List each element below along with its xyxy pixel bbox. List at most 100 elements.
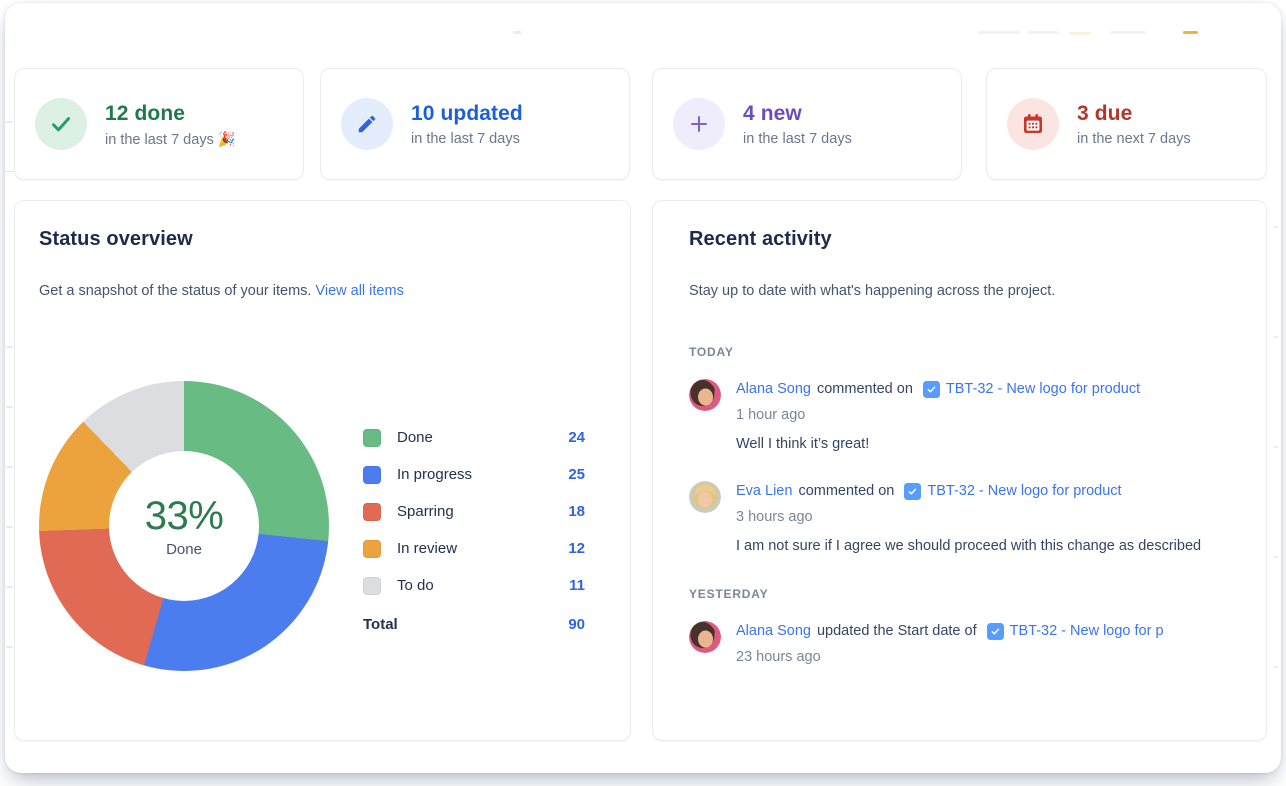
status-chart-row: 33% Done Done 24 In progress 25 Sparri bbox=[39, 381, 606, 671]
activity-time: 23 hours ago bbox=[736, 649, 821, 665]
app-window: 12 done in the last 7 days 🎉 10 updated … bbox=[5, 3, 1281, 773]
legend-row-sparring: Sparring 18 bbox=[363, 493, 585, 530]
legend-label: In progress bbox=[397, 466, 473, 483]
activity-body: Eva Lien commented on TBT-32 - New logo … bbox=[736, 481, 1230, 557]
stat-value: 10 updated bbox=[411, 102, 523, 125]
cropped-ui-fragment bbox=[1273, 666, 1278, 668]
legend-total-row: Total 90 bbox=[363, 606, 585, 633]
stat-value: 12 done bbox=[105, 101, 186, 125]
cropped-ui-fragment bbox=[1273, 446, 1278, 448]
legend-swatch bbox=[363, 539, 381, 558]
donut-chart: 33% Done bbox=[39, 381, 329, 671]
activity-line: Alana Song commented on TBT-32 - New log… bbox=[736, 379, 1230, 399]
total-value: 90 bbox=[568, 616, 585, 633]
legend-label: Done bbox=[397, 429, 433, 446]
legend-label: In review bbox=[397, 540, 458, 557]
cropped-ui-fragment bbox=[6, 646, 13, 648]
cropped-ui-fragment bbox=[6, 121, 13, 123]
cropped-ui-fragment bbox=[513, 31, 521, 34]
activity-body: Alana Song updated the Start date of TBT… bbox=[736, 621, 1230, 666]
avatar-eva-lien[interactable] bbox=[689, 481, 721, 513]
cropped-ui-fragment bbox=[1110, 31, 1146, 34]
issue-link[interactable]: TBT-32 - New logo for product bbox=[945, 381, 1141, 397]
task-type-icon bbox=[986, 622, 1004, 640]
legend-swatch bbox=[363, 576, 381, 595]
legend-value: 11 bbox=[569, 577, 585, 594]
donut-percent-label: 33% bbox=[144, 494, 224, 538]
activity-comment: Well I think it’s great! bbox=[736, 436, 870, 452]
legend-label: To do bbox=[397, 577, 434, 594]
recent-activity-description: Stay up to date with what's happening ac… bbox=[689, 283, 1056, 299]
donut-sublabel: Done bbox=[166, 541, 202, 558]
legend-swatch bbox=[363, 502, 381, 521]
summary-stats-row: 12 done in the last 7 days 🎉 10 updated … bbox=[5, 68, 1281, 180]
cropped-ui-fragment bbox=[6, 526, 13, 528]
legend-row-to-do: To do 11 bbox=[363, 567, 585, 604]
legend-swatch bbox=[363, 428, 381, 447]
status-overview-card: Status overview Get a snapshot of the st… bbox=[14, 200, 631, 741]
cropped-ui-fragment bbox=[1273, 336, 1278, 338]
stat-value: 3 due bbox=[1077, 102, 1133, 125]
activity-comment: I am not sure if I agree we should proce… bbox=[736, 538, 1202, 554]
activity-item: Alana Song updated the Start date of TBT… bbox=[689, 621, 1230, 666]
cropped-ui-fragment bbox=[1273, 556, 1278, 558]
cropped-ui-fragment bbox=[6, 406, 13, 408]
recent-activity-title: Recent activity bbox=[689, 228, 832, 250]
stat-card-done[interactable]: 12 done in the last 7 days 🎉 bbox=[14, 68, 304, 180]
cropped-ui-fragment bbox=[1183, 31, 1198, 34]
activity-action: updated the Start date of bbox=[816, 623, 977, 639]
stat-card-new[interactable]: 4 new in the last 7 days bbox=[652, 68, 962, 180]
stat-text: 10 updated in the last 7 days bbox=[411, 101, 523, 147]
legend-row-in-review: In review 12 bbox=[363, 530, 585, 567]
stat-caption: in the next 7 days bbox=[1077, 131, 1191, 147]
legend-value: 25 bbox=[568, 466, 585, 483]
activity-time: 1 hour ago bbox=[736, 407, 806, 423]
chart-legend: Done 24 In progress 25 Sparring 18 In re… bbox=[363, 419, 585, 633]
legend-value: 12 bbox=[568, 540, 585, 557]
stat-text: 4 new in the last 7 days bbox=[743, 101, 852, 147]
user-link[interactable]: Alana Song bbox=[736, 381, 811, 397]
legend-label: Sparring bbox=[397, 503, 454, 520]
stat-caption: in the last 7 days 🎉 bbox=[105, 131, 236, 148]
activity-action: commented on bbox=[816, 381, 913, 397]
legend-row-done: Done 24 bbox=[363, 419, 585, 456]
task-type-icon bbox=[904, 482, 922, 500]
donut-center: 33% Done bbox=[109, 451, 259, 601]
cropped-ui-fragment bbox=[6, 466, 13, 468]
plus-icon bbox=[673, 98, 725, 150]
activity-time: 3 hours ago bbox=[736, 509, 813, 525]
activity-group-label-today: TODAY bbox=[689, 345, 734, 359]
stat-text: 3 due in the next 7 days bbox=[1077, 101, 1191, 147]
stat-text: 12 done in the last 7 days 🎉 bbox=[105, 101, 236, 148]
pencil-icon bbox=[341, 98, 393, 150]
cropped-ui-fragment bbox=[6, 586, 13, 588]
activity-line: Alana Song updated the Start date of TBT… bbox=[736, 621, 1230, 641]
avatar-alana-song[interactable] bbox=[689, 621, 721, 653]
legend-value: 18 bbox=[568, 503, 585, 520]
cropped-ui-fragment bbox=[1273, 226, 1278, 228]
cropped-ui-fragment bbox=[978, 31, 1020, 34]
stat-caption: in the last 7 days bbox=[411, 131, 520, 147]
cropped-ui-fragment bbox=[1027, 31, 1059, 34]
legend-swatch bbox=[363, 465, 381, 484]
user-link[interactable]: Eva Lien bbox=[736, 483, 793, 499]
total-label: Total bbox=[363, 616, 398, 633]
recent-activity-card: Recent activity Stay up to date with wha… bbox=[652, 200, 1267, 741]
check-icon bbox=[35, 98, 87, 150]
view-all-items-link[interactable]: View all items bbox=[315, 283, 404, 299]
stat-value: 4 new bbox=[743, 102, 802, 125]
issue-link[interactable]: TBT-32 - New logo for p bbox=[1009, 623, 1164, 639]
activity-item: Eva Lien commented on TBT-32 - New logo … bbox=[689, 481, 1230, 557]
stat-card-updated[interactable]: 10 updated in the last 7 days bbox=[320, 68, 630, 180]
avatar-alana-song[interactable] bbox=[689, 379, 721, 411]
status-overview-description-text: Get a snapshot of the status of your ite… bbox=[39, 283, 312, 299]
stat-card-due[interactable]: 3 due in the next 7 days bbox=[986, 68, 1267, 180]
status-overview-description: Get a snapshot of the status of your ite… bbox=[39, 281, 606, 301]
activity-line: Eva Lien commented on TBT-32 - New logo … bbox=[736, 481, 1230, 501]
calendar-icon bbox=[1007, 98, 1059, 150]
task-type-icon bbox=[922, 380, 940, 398]
issue-link[interactable]: TBT-32 - New logo for product bbox=[927, 483, 1122, 499]
user-link[interactable]: Alana Song bbox=[736, 623, 811, 639]
activity-body: Alana Song commented on TBT-32 - New log… bbox=[736, 379, 1230, 455]
activity-group-label-yesterday: YESTERDAY bbox=[689, 587, 769, 601]
